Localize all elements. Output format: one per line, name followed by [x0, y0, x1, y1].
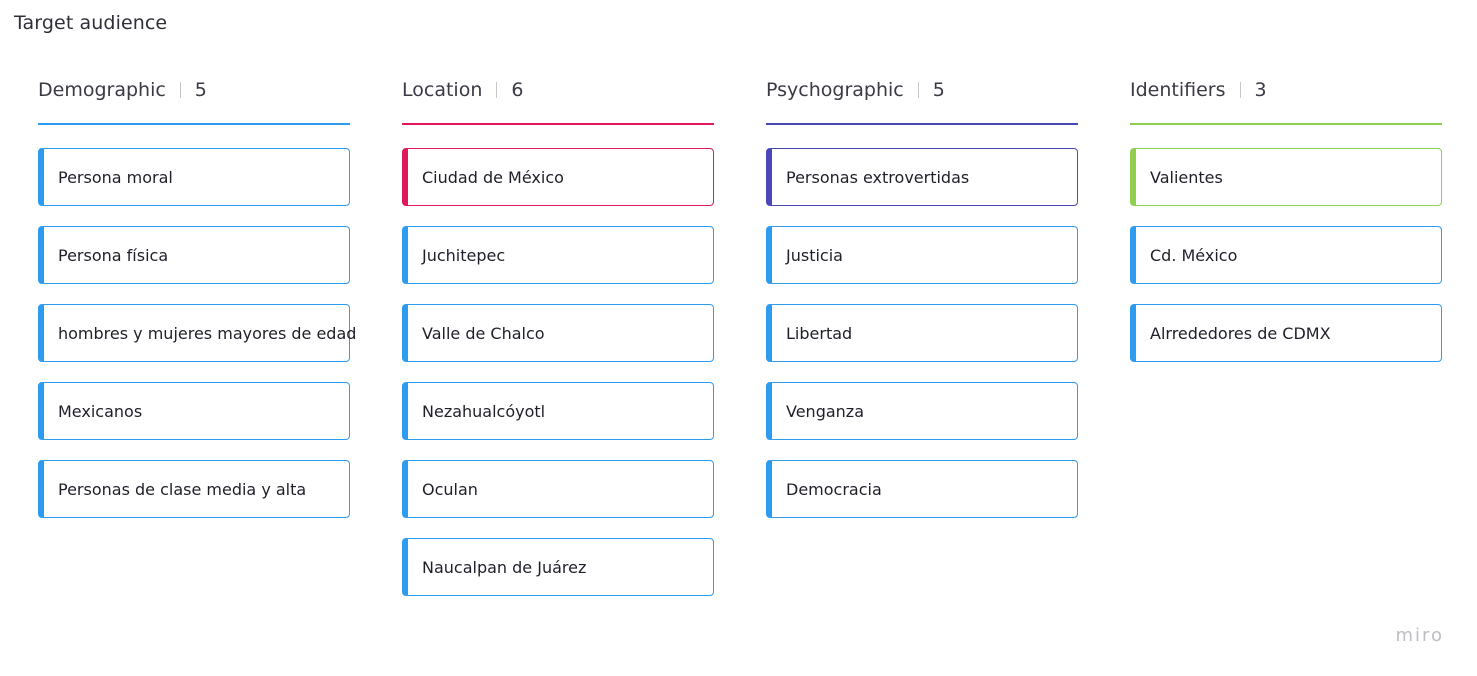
column-count: 6 — [511, 78, 524, 101]
card[interactable]: Oculan — [402, 460, 714, 518]
column-header[interactable]: Location 6 — [402, 73, 714, 106]
column-title: Identifiers — [1130, 78, 1226, 101]
card[interactable]: Persona física — [38, 226, 350, 284]
card[interactable]: hombres y mujeres mayores de edad — [38, 304, 356, 362]
column-header[interactable]: Psychographic 5 — [766, 73, 1078, 106]
card[interactable]: Valle de Chalco — [402, 304, 714, 362]
column-title: Psychographic — [766, 78, 904, 101]
column-location[interactable]: Location 6 Ciudad de México Juchitepec Val… — [402, 73, 714, 596]
column-psychographic[interactable]: Psychographic 5 Personas extrovertidas Ju… — [766, 73, 1078, 518]
column-header[interactable]: Identifiers 3 — [1130, 73, 1442, 106]
card[interactable]: Personas extrovertidas — [766, 148, 1078, 206]
card[interactable]: Cd. México — [1130, 226, 1442, 284]
column-underline — [38, 123, 350, 125]
card[interactable]: Democracia — [766, 460, 1078, 518]
card[interactable]: Justicia — [766, 226, 1078, 284]
column-count: 5 — [932, 78, 945, 101]
header-divider — [1239, 81, 1241, 98]
header-divider — [179, 81, 181, 98]
card[interactable]: Alrrededores de CDMX — [1130, 304, 1442, 362]
card[interactable]: Venganza — [766, 382, 1078, 440]
column-title: Demographic — [38, 78, 166, 101]
card[interactable]: Juchitepec — [402, 226, 714, 284]
card[interactable]: Persona moral — [38, 148, 350, 206]
card-list: Ciudad de México Juchitepec Valle de Chalc… — [402, 148, 714, 596]
column-underline — [766, 123, 1078, 125]
card[interactable]: Valientes — [1130, 148, 1442, 206]
header-divider — [496, 81, 498, 98]
card[interactable]: Naucalpan de Juárez — [402, 538, 714, 596]
column-demographic[interactable]: Demographic 5 Persona moral Persona físic… — [38, 73, 356, 518]
miro-logo: miro — [1395, 625, 1444, 646]
header-divider — [917, 81, 919, 98]
card-list: Persona moral Persona física hombres y muj… — [38, 148, 356, 518]
board-title: Target audience — [14, 12, 168, 34]
card[interactable]: Mexicanos — [38, 382, 350, 440]
card-list: Personas extrovertidas Justicia Libertad Ve… — [766, 148, 1078, 518]
column-count: 3 — [1254, 78, 1267, 101]
column-header[interactable]: Demographic 5 — [38, 73, 350, 106]
column-underline — [402, 123, 714, 125]
card[interactable]: Libertad — [766, 304, 1078, 362]
column-title: Location — [402, 78, 483, 101]
column-identifiers[interactable]: Identifiers 3 Valientes Cd. México Alrrede… — [1130, 73, 1442, 362]
card[interactable]: Ciudad de México — [402, 148, 714, 206]
column-underline — [1130, 123, 1442, 125]
card[interactable]: Personas de clase media y alta — [38, 460, 350, 518]
column-count: 5 — [194, 78, 207, 101]
card[interactable]: Nezahualcóyotl — [402, 382, 714, 440]
card-list: Valientes Cd. México Alrrededores de CDMX — [1130, 148, 1442, 362]
